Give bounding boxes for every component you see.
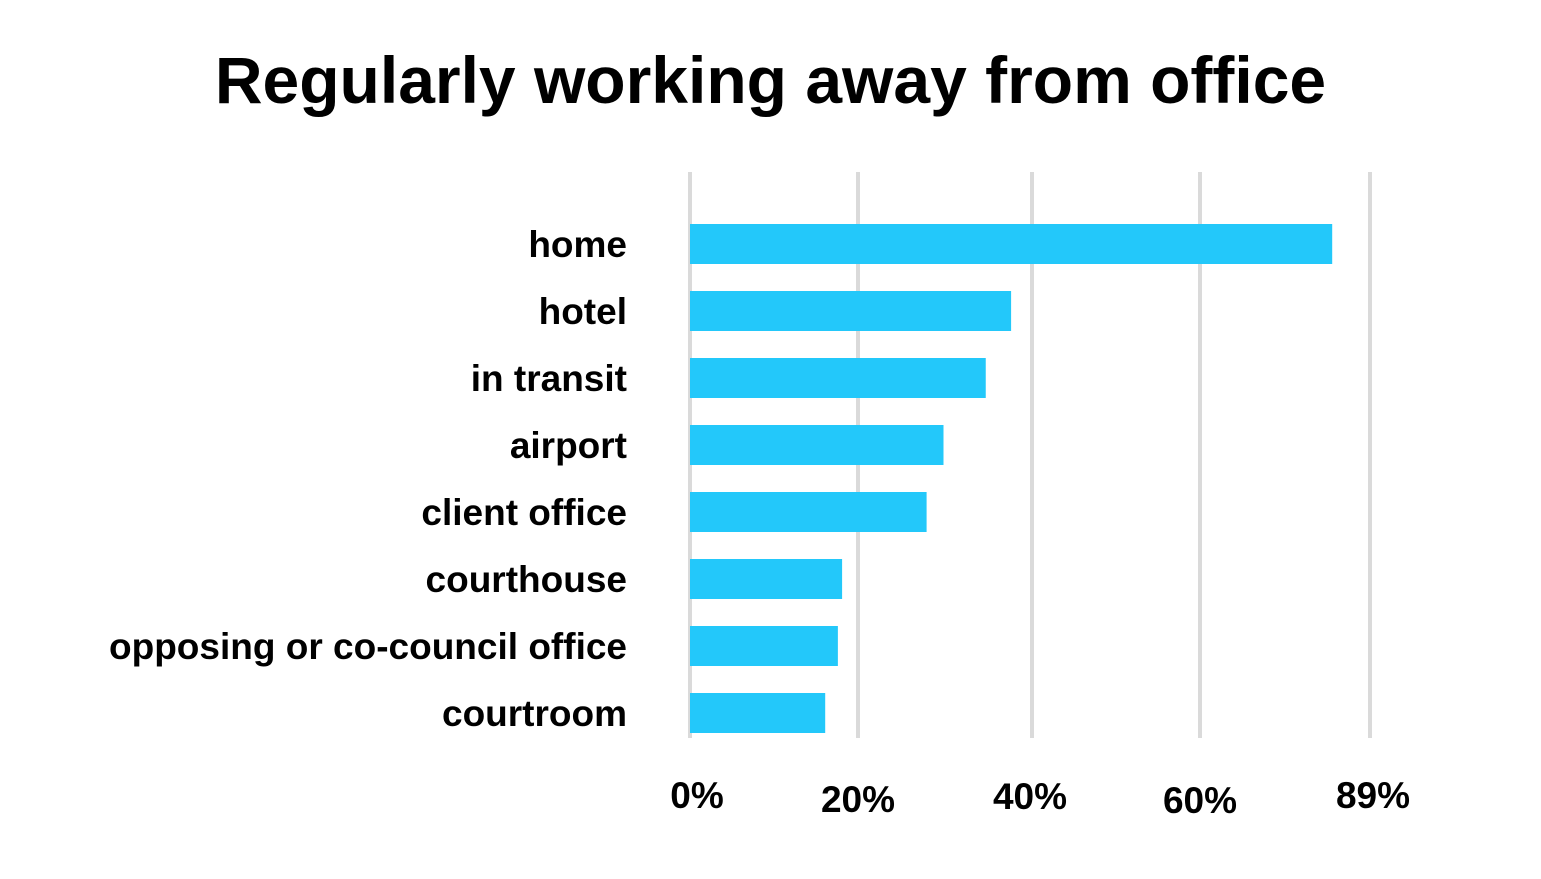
x-tick-label: 60% (1163, 780, 1237, 821)
bars (690, 224, 1333, 733)
category-labels: home hotel in transit airport client office c… (109, 224, 627, 734)
category-label: client office (421, 492, 627, 533)
category-label: airport (510, 425, 627, 466)
bar-home (690, 224, 1333, 264)
x-tick-label: 89% (1336, 775, 1410, 816)
bar-in-transit (690, 358, 986, 398)
bar-hotel (690, 291, 1012, 331)
bar-opposing-or-co-council-office (690, 626, 838, 666)
bar-client-office (690, 492, 927, 532)
category-label: opposing or co-council office (109, 626, 627, 667)
bar-courthouse (690, 559, 843, 599)
category-label: courthouse (426, 559, 627, 600)
category-label: in transit (471, 358, 627, 399)
x-tick-label: 0% (670, 775, 723, 816)
x-tick-label: 20% (821, 779, 895, 820)
bar-airport (690, 425, 944, 465)
category-label: courtroom (442, 693, 627, 734)
x-tick-label: 40% (993, 776, 1067, 817)
category-label: home (528, 224, 627, 265)
x-tick-labels: 0% 20% 40% 60% 89% (670, 775, 1410, 821)
category-label: hotel (539, 291, 627, 332)
bar-courtroom (690, 693, 826, 733)
chart-title: Regularly working away from office (214, 43, 1327, 117)
